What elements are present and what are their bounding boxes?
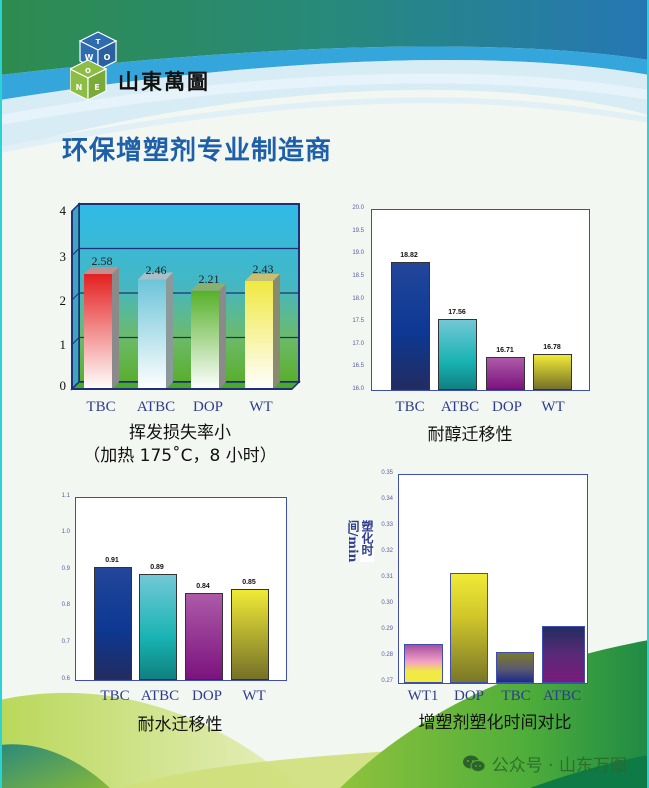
chart-caption-sub: （加热 175˚C，8 小时）	[83, 446, 277, 466]
bar-value-label: 2.43	[252, 262, 274, 276]
logo: T W O O N E 山東萬圖	[70, 30, 230, 110]
plot-area	[371, 209, 590, 391]
bar-dop	[185, 593, 223, 680]
y-tick: 0.30	[381, 600, 393, 606]
y-tick: 0.31	[381, 574, 393, 580]
y-axis-title: 塑化时间/min	[346, 520, 374, 563]
bar-value-label: 0.85	[242, 579, 256, 586]
chart-caption: 耐水迁移性	[137, 715, 223, 735]
svg-text:N: N	[76, 83, 83, 92]
y-tick: 18.5	[352, 273, 364, 279]
bar-wt1	[404, 644, 443, 683]
x-category: WT	[541, 399, 565, 415]
bar-atbc	[542, 626, 585, 683]
y-tick: 18.0	[352, 296, 364, 302]
y-tick: 20.0	[352, 205, 364, 211]
y-tick: 1.0	[61, 529, 70, 535]
x-category: DOP	[192, 399, 223, 415]
y-tick: 1	[59, 337, 67, 352]
wechat-icon	[462, 755, 486, 772]
y-tick: 0.28	[381, 652, 393, 658]
bar-value-label: 16.78	[543, 344, 561, 351]
x-category: WT1	[407, 688, 439, 704]
plot-area	[75, 497, 287, 681]
bar-value-label: 16.71	[496, 347, 514, 354]
y-tick: 0.6	[61, 676, 70, 682]
x-category: ATBC	[140, 688, 180, 704]
svg-text:O: O	[85, 67, 91, 75]
bar-value-label: 0.84	[196, 583, 210, 590]
svg-text:T: T	[96, 38, 101, 46]
y-tick: 0.9	[61, 566, 70, 572]
y-tick: 0.8	[61, 602, 70, 608]
y-tick: 0.7	[61, 639, 70, 645]
y-tick: 0.29	[381, 626, 393, 632]
chart-caption: 增塑剂塑化时间对比	[418, 713, 572, 733]
svg-text:E: E	[94, 83, 99, 92]
y-tick: 0.32	[381, 548, 393, 554]
chart-caption: 挥发损失率小	[129, 423, 231, 443]
y-tick: 19.5	[352, 228, 364, 234]
bar-dop	[450, 573, 488, 683]
y-tick: 16.0	[352, 386, 364, 392]
bar-atbc	[139, 574, 177, 680]
bar-atbc	[438, 319, 477, 390]
logo-cube-icon: T W O O N E	[70, 31, 118, 101]
watermark: 公众号 · 山东万图	[462, 751, 627, 776]
bar-value-label: 2.58	[91, 254, 113, 268]
y-tick: 1.1	[61, 493, 70, 499]
x-category: ATBC	[440, 399, 480, 415]
x-category: TBC	[501, 688, 531, 704]
svg-text:W: W	[85, 53, 94, 62]
bar-value-label: 2.21	[198, 272, 220, 286]
bar-value-label: 2.46	[145, 263, 167, 277]
y-tick: 0.34	[381, 496, 393, 502]
watermark-text: 公众号 · 山东万图	[491, 756, 627, 776]
y-tick: 16.5	[352, 363, 364, 369]
x-category: DOP	[453, 688, 484, 704]
y-tick: 4	[59, 203, 67, 218]
x-category: WT	[242, 688, 266, 704]
plot-area	[398, 474, 588, 684]
y-tick: 17.5	[352, 318, 364, 324]
y-tick: 17.0	[352, 341, 364, 347]
y-tick: 0.33	[381, 522, 393, 528]
bar-value-label: 17.56	[448, 309, 466, 316]
y-tick: 0.27	[381, 678, 393, 684]
bar-value-label: 0.89	[150, 564, 164, 571]
bar-tbc	[391, 262, 430, 390]
bar-wt	[231, 589, 269, 680]
x-category: TBC	[395, 399, 425, 415]
x-category: TBC	[86, 399, 116, 415]
bar-tbc	[94, 567, 132, 680]
bar-value-label: 18.82	[400, 252, 418, 259]
x-category: DOP	[491, 399, 522, 415]
y-tick: 19.0	[352, 250, 364, 256]
bar-dop	[486, 357, 525, 390]
page-title: 环保增塑剂专业制造商	[62, 136, 333, 166]
y-tick: 0	[59, 378, 67, 393]
y-tick: 0.35	[381, 470, 393, 476]
x-category: ATBC	[542, 688, 582, 704]
bar-value-label: 0.91	[105, 557, 119, 564]
x-category: TBC	[100, 688, 130, 704]
x-category: ATBC	[136, 399, 176, 415]
bar-wt	[533, 354, 572, 390]
chart-caption: 耐醇迁移性	[427, 425, 513, 445]
x-category: DOP	[191, 688, 222, 704]
y-tick: 3	[59, 249, 67, 264]
chart-volatility-plot	[70, 202, 301, 391]
x-category: WT	[249, 399, 273, 415]
logo-text: 山東萬圖	[118, 69, 210, 94]
svg-text:O: O	[104, 53, 111, 62]
y-tick: 2	[59, 293, 67, 308]
bar-tbc	[496, 652, 534, 683]
